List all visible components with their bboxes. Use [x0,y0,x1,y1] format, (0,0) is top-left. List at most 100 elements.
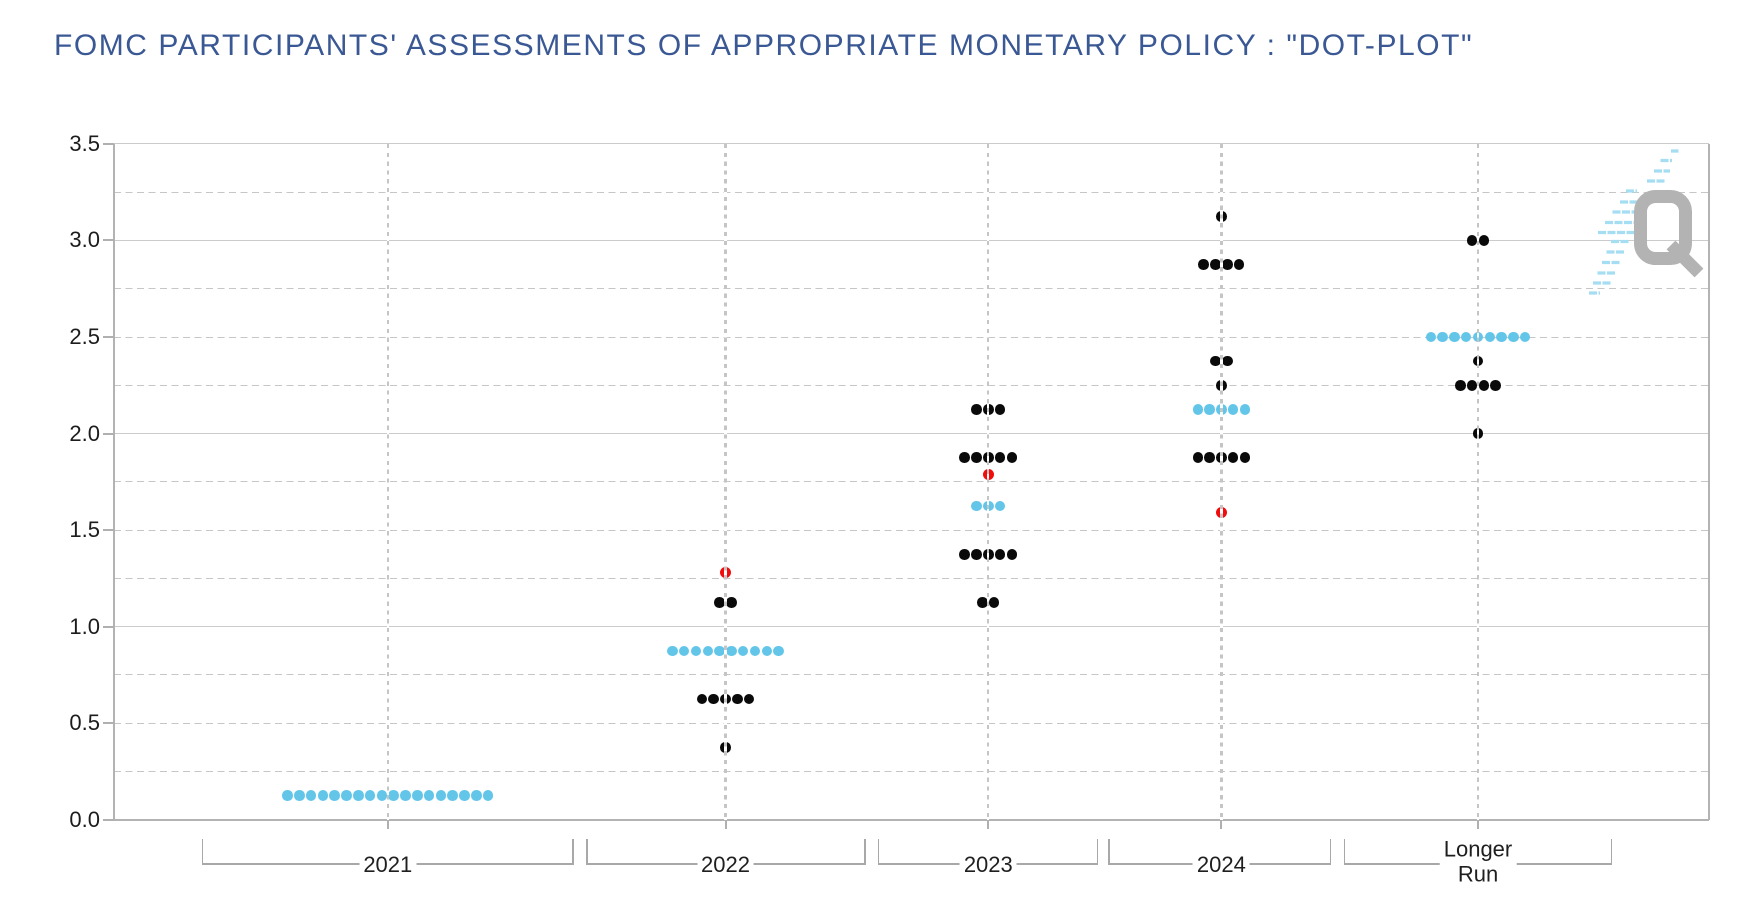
median-dot [1239,404,1251,415]
median-dot [1460,331,1472,343]
minor-gridline [113,336,1710,338]
median-dot [282,790,293,801]
projection-dot [1204,452,1215,463]
median-dot [761,645,773,657]
median-dot [447,790,458,801]
category-axis-tick [1220,819,1223,830]
watermark-q-icon [1634,190,1692,265]
x-axis-label: 2021 [359,852,417,877]
median-dot [1425,331,1437,343]
y-axis-label: 1.5 [69,517,100,543]
y-axis-tick [102,722,114,725]
median-dot [1192,404,1204,415]
median-dot [714,645,725,657]
y-axis-label: 2.0 [69,420,100,446]
projection-dot [959,452,970,463]
median-dot [1496,331,1507,343]
x-axis-line [113,818,1710,821]
minor-gridline [113,722,1710,724]
y-axis-tick [102,432,114,435]
minor-gridline [113,384,1710,386]
median-dot [737,645,749,657]
watermark-q-tail-icon [1666,240,1704,278]
median-dot [305,790,317,801]
projection-dot [971,404,982,415]
projection-dot [1006,452,1018,463]
y-axis-tick [102,239,114,242]
median-dot [364,790,376,801]
y-axis-line [112,143,115,820]
projection-dot [994,549,1006,560]
projection-dot [1222,355,1233,367]
bracket-right-tick [1329,839,1331,865]
projection-dot [959,549,970,560]
median-dot [690,645,702,657]
median-dot [1519,331,1531,343]
median-dot [1227,404,1239,415]
median-dot [329,790,340,801]
minor-gridline [113,674,1710,676]
projection-dot [1006,549,1018,560]
projection-dot [994,404,1006,415]
projection-dot [743,693,755,705]
minor-gridline [113,481,1710,483]
right-border-line [1708,143,1711,820]
category-axis-tick [1477,819,1479,830]
category-gridline [724,143,727,820]
category-gridline [1220,143,1223,820]
y-axis-tick [102,336,114,338]
bracket-left-tick [201,839,203,865]
median-dot [471,790,482,801]
projection-dot [1455,380,1466,391]
median-dot [1508,331,1519,343]
median-dot [726,645,737,657]
projection-dot [1233,259,1245,270]
median-dot [341,790,352,801]
median-dot [749,645,761,657]
y-axis-tick [102,529,114,532]
quick-watermark-logo [1589,149,1704,295]
category-axis-tick [386,819,389,830]
major-gridline [113,433,1710,435]
median-dot [423,790,435,801]
projection-dot [1478,235,1490,246]
median-dot [388,790,399,801]
projection-dot [1490,380,1501,391]
projection-dot [1466,380,1478,391]
minor-gridline [113,191,1710,193]
median-dot [376,790,388,801]
median-dot [1484,331,1496,343]
projection-dot [708,693,719,705]
median-dot [1204,404,1215,415]
y-axis-label: 3.0 [69,227,100,253]
projection-dot [994,452,1006,463]
projection-dot [1192,452,1204,463]
bracket-right-tick [864,839,866,865]
median-dot [412,790,423,801]
projection-dot [1466,235,1478,246]
median-dot [482,790,494,801]
y-axis-tick [102,818,114,821]
projection-dot [988,597,1000,608]
chart-title: FOMC PARTICIPANTS' ASSESSMENTS OF APPROP… [54,29,1474,62]
minor-gridline [113,288,1710,290]
x-axis-label: Longer Run [1439,837,1517,887]
x-axis-label: 2024 [1192,852,1250,877]
median-dot [702,645,714,657]
y-axis-tick [102,142,114,145]
x-axis-label: 2022 [697,852,754,877]
median-dot [994,500,1006,512]
median-dot [678,645,690,657]
projection-dot [1239,452,1251,463]
bracket-left-tick [1343,839,1346,865]
bracket-left-tick [877,839,880,865]
bracket-left-tick [586,839,588,865]
minor-gridline [113,529,1710,531]
median-dot [353,790,364,801]
median-dot [459,790,470,801]
median-dot [667,645,678,657]
bracket-right-tick [572,839,574,865]
major-gridline [113,626,1710,628]
category-gridline [386,143,389,820]
